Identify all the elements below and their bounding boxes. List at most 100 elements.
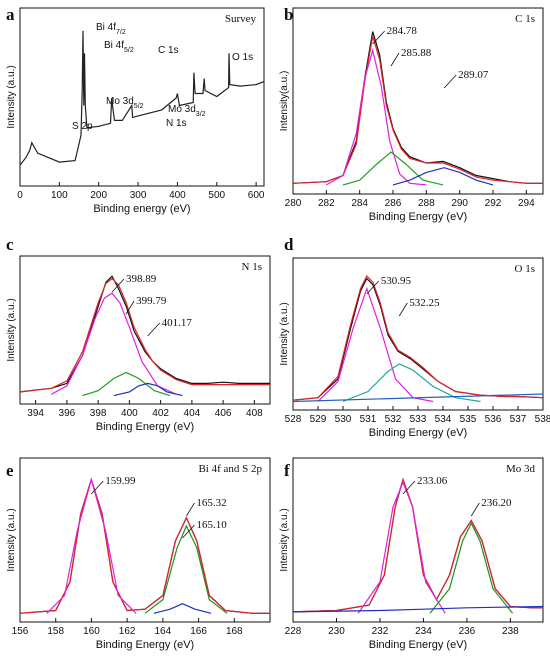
- series-line: [51, 292, 177, 395]
- x-axis-label: Binding energy (eV): [93, 203, 190, 215]
- x-tick-label: 280: [285, 198, 302, 209]
- x-tick-label: 408: [246, 408, 263, 419]
- panel-title: C 1s: [515, 13, 535, 25]
- peak-annotation: Bi 4f7/2: [96, 22, 126, 36]
- x-axis-label: Binding Energy (eV): [369, 427, 467, 439]
- panel-letter: f: [284, 461, 290, 480]
- x-tick-label: 236: [459, 626, 476, 637]
- x-tick-label: 402: [152, 408, 169, 419]
- peak-label: 530.95: [381, 275, 412, 287]
- peak-label: 159.99: [105, 475, 136, 487]
- panel-c: c 394 396 398 400 402 404 406 408 Binding Energy …: [6, 235, 271, 433]
- peak-arrow: [390, 52, 400, 67]
- peak-label: 289.07: [458, 69, 489, 81]
- series-line: [326, 48, 427, 186]
- peak-label: 165.10: [197, 519, 228, 531]
- plot-frame: [292, 257, 544, 411]
- peak-annotation: O 1s: [232, 52, 253, 63]
- y-axis-label: Intensity (a.u.): [6, 298, 17, 361]
- y-axis-label: Intensity (a.u.): [6, 508, 17, 571]
- x-tick-label: 536: [485, 414, 502, 425]
- x-axis-label: Binding Energy (eV): [96, 639, 194, 651]
- peak-arrow: [443, 74, 457, 89]
- peak-arrow: [125, 300, 135, 315]
- x-tick-label: 162: [119, 626, 136, 637]
- x-tick-label: 532: [385, 414, 402, 425]
- peak-annotation: Mo 3d3/2: [168, 104, 206, 118]
- panel-title: N 1s: [242, 261, 262, 273]
- series-line: [292, 36, 543, 184]
- panel-letter: c: [6, 235, 14, 254]
- x-tick-label: 200: [90, 190, 107, 201]
- peak-arrow: [372, 30, 385, 45]
- peak-label: 532.25: [409, 297, 440, 309]
- peak-label: 401.17: [162, 317, 193, 329]
- x-tick-label: 286: [385, 198, 402, 209]
- panel-letter: a: [6, 5, 15, 24]
- series-line: [46, 477, 137, 614]
- series-line: [19, 477, 270, 614]
- series-line: [153, 603, 212, 614]
- x-tick-label: 531: [360, 414, 377, 425]
- peak-arrow: [402, 480, 416, 495]
- peak-arrow: [186, 502, 195, 517]
- x-tick-label: 288: [418, 198, 435, 209]
- panel-title: Survey: [225, 13, 257, 25]
- peak-arrow: [111, 278, 125, 293]
- series-line: [144, 524, 228, 614]
- series-line: [113, 382, 183, 397]
- panel-title: Bi 4f and S 2p: [198, 463, 262, 475]
- x-axis-label: Binding Energy (eV): [96, 421, 194, 433]
- x-tick-label: 228: [285, 626, 302, 637]
- peak-annotation-sub: 3/2: [196, 111, 206, 118]
- x-tick-label: 282: [318, 198, 335, 209]
- x-tick-label: 234: [415, 626, 432, 637]
- series-line: [82, 371, 171, 397]
- peak-arrow: [398, 302, 408, 317]
- peak-arrow: [366, 280, 380, 295]
- plot-frame: [19, 7, 265, 187]
- series-line: [292, 605, 544, 613]
- x-tick-label: 164: [155, 626, 172, 637]
- x-tick-label: 533: [410, 414, 427, 425]
- x-tick-label: 284: [351, 198, 368, 209]
- peak-annotation: C 1s: [158, 45, 179, 56]
- x-tick-label: 238: [502, 626, 519, 637]
- peak-label: 236.20: [481, 497, 512, 509]
- x-tick-label: 400: [169, 190, 186, 201]
- x-tick-label: 538: [535, 414, 550, 425]
- panel-title: O 1s: [515, 263, 535, 275]
- panel-f: f 228 230 232 234 236 238 Binding Energy (eV) In…: [279, 457, 544, 651]
- plot-frame: [19, 457, 271, 623]
- series-line: [392, 167, 494, 186]
- x-tick-label: 168: [226, 626, 243, 637]
- panel-letter: b: [284, 5, 293, 24]
- peak-arrow: [182, 524, 195, 539]
- panel-e: e 156 158 160 162 164 166 168 Binding Energy (eV…: [6, 457, 271, 651]
- x-axis-label: Binding Energy (eV): [369, 211, 467, 223]
- x-tick-label: 0: [17, 190, 23, 201]
- panel-d: d 528 529 530 531 532 533 534 535 536 537 538 Bindin…: [279, 235, 550, 439]
- panel-a: a 0 100 200 300 400 500 600 Binding energy (eV) I…: [6, 5, 265, 215]
- peak-annotation: Bi 4f5/2: [104, 40, 134, 54]
- series-line: [19, 477, 270, 614]
- x-tick-label: 166: [190, 626, 207, 637]
- x-tick-label: 232: [372, 626, 389, 637]
- x-tick-label: 398: [90, 408, 107, 419]
- peak-arrow: [470, 502, 480, 517]
- panel-letter: e: [6, 461, 14, 480]
- series-line: [357, 480, 446, 614]
- series-line: [19, 277, 270, 393]
- x-tick-label: 158: [47, 626, 64, 637]
- peak-annotation: S 2p: [72, 121, 93, 132]
- peak-annotation-sub: 5/2: [124, 47, 134, 54]
- x-tick-label: 156: [12, 626, 29, 637]
- x-tick-label: 528: [285, 414, 302, 425]
- series-line: [292, 274, 544, 401]
- x-tick-label: 300: [130, 190, 147, 201]
- x-tick-label: 292: [485, 198, 502, 209]
- series-line: [19, 275, 270, 393]
- x-tick-label: 534: [435, 414, 452, 425]
- peak-annotation: N 1s: [166, 118, 187, 129]
- plot-frame: [19, 255, 271, 405]
